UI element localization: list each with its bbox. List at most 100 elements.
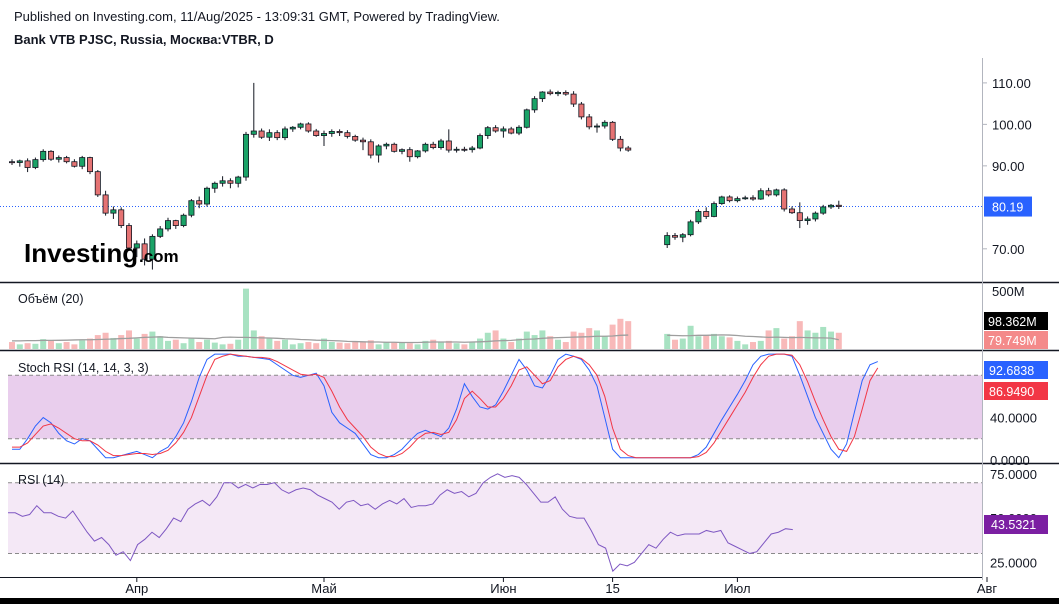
candle[interactable]	[679, 233, 686, 243]
volume-bar[interactable]	[773, 328, 780, 349]
candle[interactable]	[336, 129, 343, 136]
volume-bar[interactable]	[250, 330, 257, 349]
indicator-lines[interactable]	[8, 353, 879, 573]
volume-bar[interactable]	[328, 342, 335, 349]
volume-bar[interactable]	[289, 344, 296, 349]
volume-bar[interactable]	[157, 336, 164, 349]
volume-bar[interactable]	[313, 343, 320, 349]
candle[interactable]	[157, 226, 164, 239]
volume-bar[interactable]	[235, 339, 242, 349]
volume-bar[interactable]	[204, 339, 210, 349]
candle[interactable]	[383, 142, 390, 150]
candle[interactable]	[297, 122, 304, 130]
candle[interactable]	[539, 91, 546, 102]
volume-bar[interactable]	[679, 338, 686, 349]
candle[interactable]	[172, 219, 179, 229]
candle[interactable]	[500, 126, 507, 138]
volume-bar[interactable]	[133, 338, 140, 349]
candle[interactable]	[180, 213, 187, 228]
volume-bar[interactable]	[430, 339, 437, 349]
volume-bar[interactable]	[508, 342, 515, 349]
volume-bar[interactable]	[531, 335, 538, 349]
volume-bar[interactable]	[24, 343, 31, 349]
volume-bar[interactable]	[453, 343, 460, 349]
volume-bar[interactable]	[16, 344, 23, 349]
candle[interactable]	[742, 195, 749, 200]
candle[interactable]	[570, 91, 577, 107]
candle[interactable]	[281, 126, 288, 141]
volume-bar[interactable]	[672, 339, 678, 349]
volume-bar[interactable]	[578, 332, 585, 349]
candle[interactable]	[523, 108, 530, 129]
volume-bar[interactable]	[835, 332, 842, 349]
volume-bar[interactable]	[336, 342, 343, 349]
candle[interactable]	[578, 101, 585, 120]
rsi-line[interactable]	[8, 473, 793, 573]
volume-bar[interactable]	[445, 340, 452, 349]
stoch-k-line[interactable]	[12, 353, 878, 459]
candle[interactable]	[40, 149, 47, 162]
candle[interactable]	[359, 137, 366, 151]
candle[interactable]	[812, 211, 819, 222]
volume-bar[interactable]	[828, 331, 834, 349]
candle[interactable]	[313, 128, 320, 137]
candle[interactable]	[133, 240, 140, 258]
candle[interactable]	[594, 123, 601, 133]
volume-bar[interactable]	[211, 342, 218, 349]
candle[interactable]	[726, 195, 733, 203]
volume-bar[interactable]	[375, 344, 382, 349]
candle[interactable]	[242, 131, 249, 181]
candle[interactable]	[664, 232, 671, 248]
volume-bar[interactable]	[594, 330, 600, 349]
volume-bar[interactable]	[391, 342, 398, 349]
volume-bar[interactable]	[562, 342, 569, 349]
volume-bar[interactable]	[609, 324, 616, 349]
candle[interactable]	[625, 145, 632, 152]
volume-bar[interactable]	[742, 344, 749, 349]
candle[interactable]	[24, 158, 31, 173]
volume-bar[interactable]	[617, 318, 624, 349]
volume-bar[interactable]	[118, 335, 125, 349]
candle[interactable]	[102, 190, 109, 216]
volume-bar[interactable]	[126, 330, 132, 349]
candle[interactable]	[461, 146, 468, 152]
volume-bar[interactable]	[539, 330, 546, 349]
candle[interactable]	[328, 129, 335, 137]
volume-bar[interactable]	[188, 338, 195, 349]
volume-bar[interactable]	[102, 332, 109, 349]
candle[interactable]	[492, 125, 499, 133]
candle[interactable]	[695, 209, 702, 224]
volume-bar[interactable]	[399, 342, 405, 349]
volume-bar[interactable]	[734, 340, 741, 349]
volume-bar[interactable]	[664, 333, 671, 349]
candle[interactable]	[469, 145, 476, 153]
stoch-d-line[interactable]	[12, 353, 879, 459]
volume-bar[interactable]	[383, 342, 390, 349]
volume-bar[interactable]	[422, 340, 429, 349]
volume-bar[interactable]	[703, 335, 710, 349]
volume-bar[interactable]	[781, 338, 788, 349]
volume-bar[interactable]	[305, 342, 312, 349]
candle[interactable]	[87, 156, 94, 175]
volume-bar[interactable]	[297, 343, 304, 349]
candle[interactable]	[687, 219, 694, 237]
candle[interactable]	[773, 188, 780, 197]
volume-bar[interactable]	[695, 336, 702, 349]
volume-bar[interactable]	[48, 340, 54, 349]
candle[interactable]	[547, 89, 554, 96]
volume-bar[interactable]	[79, 340, 86, 349]
volume-bar[interactable]	[149, 331, 156, 349]
volume-bar[interactable]	[352, 342, 359, 349]
volume-bar[interactable]	[477, 338, 483, 349]
volume-bar[interactable]	[196, 342, 203, 349]
candle[interactable]	[516, 125, 523, 136]
candle[interactable]	[828, 204, 835, 209]
candle[interactable]	[227, 178, 234, 189]
candle[interactable]	[164, 217, 171, 232]
candle[interactable]	[266, 129, 273, 141]
candle[interactable]	[718, 195, 725, 205]
candle[interactable]	[16, 159, 23, 167]
candle[interactable]	[430, 141, 437, 150]
candle[interactable]	[63, 155, 70, 164]
volume-bar[interactable]	[570, 331, 577, 349]
